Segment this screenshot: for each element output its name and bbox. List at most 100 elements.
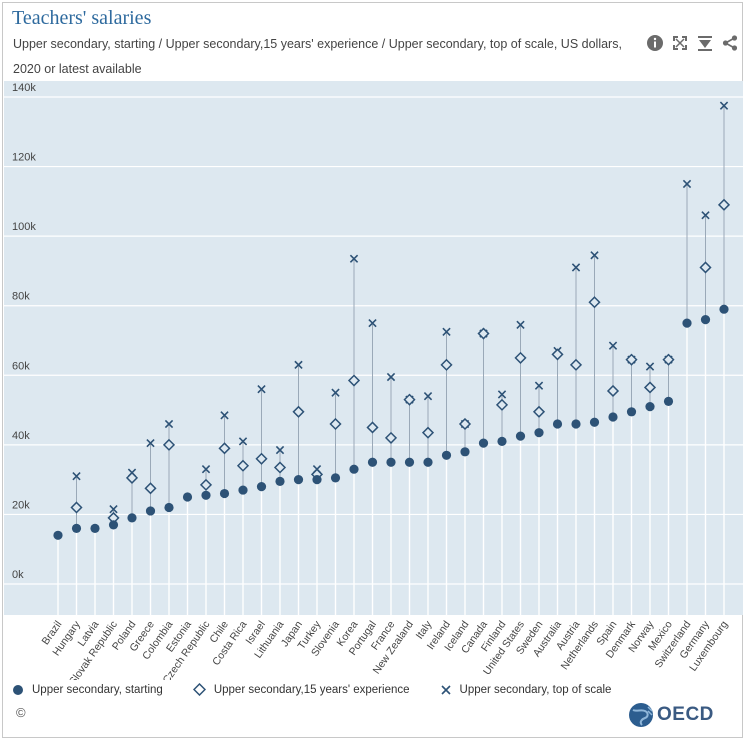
legend-label-top-of-scale: Upper secondary, top of scale <box>459 683 612 696</box>
experience-15-years-mark <box>366 421 379 434</box>
top-of-scale-mark <box>386 372 396 382</box>
top-of-scale-mark <box>442 327 451 336</box>
experience-15-years-mark <box>403 393 416 406</box>
experience-15-years-mark <box>514 351 527 364</box>
y-tick-label: 0k <box>12 569 24 581</box>
experience-15-years-mark <box>255 452 268 465</box>
starting-salary-mark <box>145 506 156 516</box>
experience-15-years-mark <box>273 461 287 474</box>
diamond-marker-icon <box>192 683 206 696</box>
chart-legend: Upper secondary, starting Upper secondar… <box>12 683 641 696</box>
legend-item-top-of-scale[interactable]: Upper secondary, top of scale <box>440 683 612 696</box>
starting-salary-mark <box>682 318 692 328</box>
legend-label-15-years: Upper secondary,15 years' experience <box>213 683 410 696</box>
experience-15-years-mark <box>144 482 157 495</box>
experience-15-years-mark <box>569 358 583 371</box>
fullscreen-icon[interactable] <box>671 34 689 52</box>
legend-label-starting: Upper secondary, starting <box>32 683 163 696</box>
y-axis-ticks: 0k 20k 40k 60k 80k 100k 120k 140k <box>12 82 36 581</box>
top-of-scale-mark <box>423 391 433 401</box>
experience-15-years-mark <box>384 431 398 444</box>
salary-chart: 0k 20k 40k 60k 80k 100k 120k 140k BrazilHungary… <box>4 81 743 680</box>
starting-salary-mark <box>608 412 618 422</box>
top-of-scale-mark <box>201 465 211 474</box>
top-of-scale-mark <box>590 251 599 260</box>
experience-15-years-mark <box>458 417 472 431</box>
subtitle-line-2: 2020 or latest available <box>13 62 142 76</box>
starting-salary-mark <box>53 530 63 540</box>
top-of-scale-mark <box>701 211 710 220</box>
top-of-scale-mark <box>257 385 266 394</box>
experience-15-years-mark <box>477 327 490 340</box>
starting-salary-mark <box>127 513 137 523</box>
oecd-logo[interactable]: OECD <box>628 702 714 728</box>
starting-salary-mark <box>700 315 711 325</box>
experience-15-years-mark <box>162 438 176 451</box>
top-of-scale-mark <box>682 179 692 189</box>
starting-salary-mark <box>349 464 359 474</box>
starting-salary-mark <box>219 488 230 499</box>
starting-salary-mark <box>663 396 674 406</box>
y-tick-label: 80k <box>12 291 30 303</box>
top-of-scale-mark <box>497 390 507 399</box>
top-of-scale-mark <box>608 341 618 350</box>
series-marks <box>53 101 731 540</box>
legend-item-15-years[interactable]: Upper secondary,15 years' experience <box>192 683 410 696</box>
experience-15-years-mark <box>625 353 638 366</box>
starting-salary-mark <box>386 457 396 467</box>
experience-15-years-mark <box>717 198 731 211</box>
experience-15-years-mark <box>662 353 675 366</box>
x-marker-icon <box>440 684 451 695</box>
top-of-scale-mark <box>368 318 377 328</box>
starting-salary-mark <box>645 401 655 412</box>
experience-15-years-mark <box>236 459 250 472</box>
experience-15-years-mark <box>606 384 620 397</box>
starting-salary-mark <box>478 438 489 448</box>
starting-salary-mark <box>460 447 470 457</box>
experience-15-years-mark <box>421 426 435 439</box>
chart-toolbar <box>646 34 739 52</box>
top-of-scale-mark <box>294 360 303 370</box>
y-tick-label: 140k <box>12 82 36 94</box>
top-of-scale-mark <box>164 419 174 429</box>
experience-15-years-mark <box>125 471 139 484</box>
starting-salary-mark <box>571 419 581 429</box>
starting-salary-mark <box>515 431 526 441</box>
top-of-scale-mark <box>534 381 544 390</box>
y-tick-label: 120k <box>12 152 36 164</box>
top-of-scale-mark <box>238 437 248 446</box>
experience-15-years-mark <box>218 442 231 455</box>
plot-background <box>4 81 743 615</box>
experience-15-years-mark <box>329 417 342 431</box>
starting-salary-mark <box>719 304 729 314</box>
experience-15-years-mark <box>551 348 564 361</box>
circle-marker-icon <box>13 684 23 695</box>
starting-salary-mark <box>275 476 285 486</box>
y-tick-label: 20k <box>12 499 30 511</box>
y-tick-label: 60k <box>12 360 30 372</box>
info-icon[interactable] <box>646 34 664 52</box>
starting-salary-mark <box>552 419 563 429</box>
chart-subtitle: Upper secondary, starting / Upper second… <box>13 34 623 84</box>
download-icon[interactable] <box>696 34 714 52</box>
experience-15-years-mark <box>699 261 712 274</box>
top-of-scale-mark <box>146 438 155 448</box>
starting-salary-mark <box>164 502 174 513</box>
starting-salary-mark <box>330 473 341 483</box>
top-of-scale-mark <box>72 471 81 481</box>
starting-salary-mark <box>534 428 544 438</box>
experience-15-years-mark <box>347 374 361 387</box>
share-icon[interactable] <box>721 34 739 52</box>
copyright-icon[interactable]: © <box>16 705 26 720</box>
top-of-scale-mark <box>719 101 729 110</box>
top-of-scale-mark <box>331 388 340 397</box>
starting-salary-mark <box>367 457 378 467</box>
starting-salary-mark <box>90 523 100 533</box>
top-of-scale-mark <box>571 263 581 272</box>
experience-15-years-mark <box>532 405 546 418</box>
legend-item-starting[interactable]: Upper secondary, starting <box>12 684 163 696</box>
experience-15-years-mark <box>292 405 305 418</box>
starting-salary-mark <box>441 450 452 460</box>
starting-salary-mark <box>626 407 637 417</box>
subtitle-line-1: Upper secondary, starting / Upper second… <box>13 37 622 51</box>
